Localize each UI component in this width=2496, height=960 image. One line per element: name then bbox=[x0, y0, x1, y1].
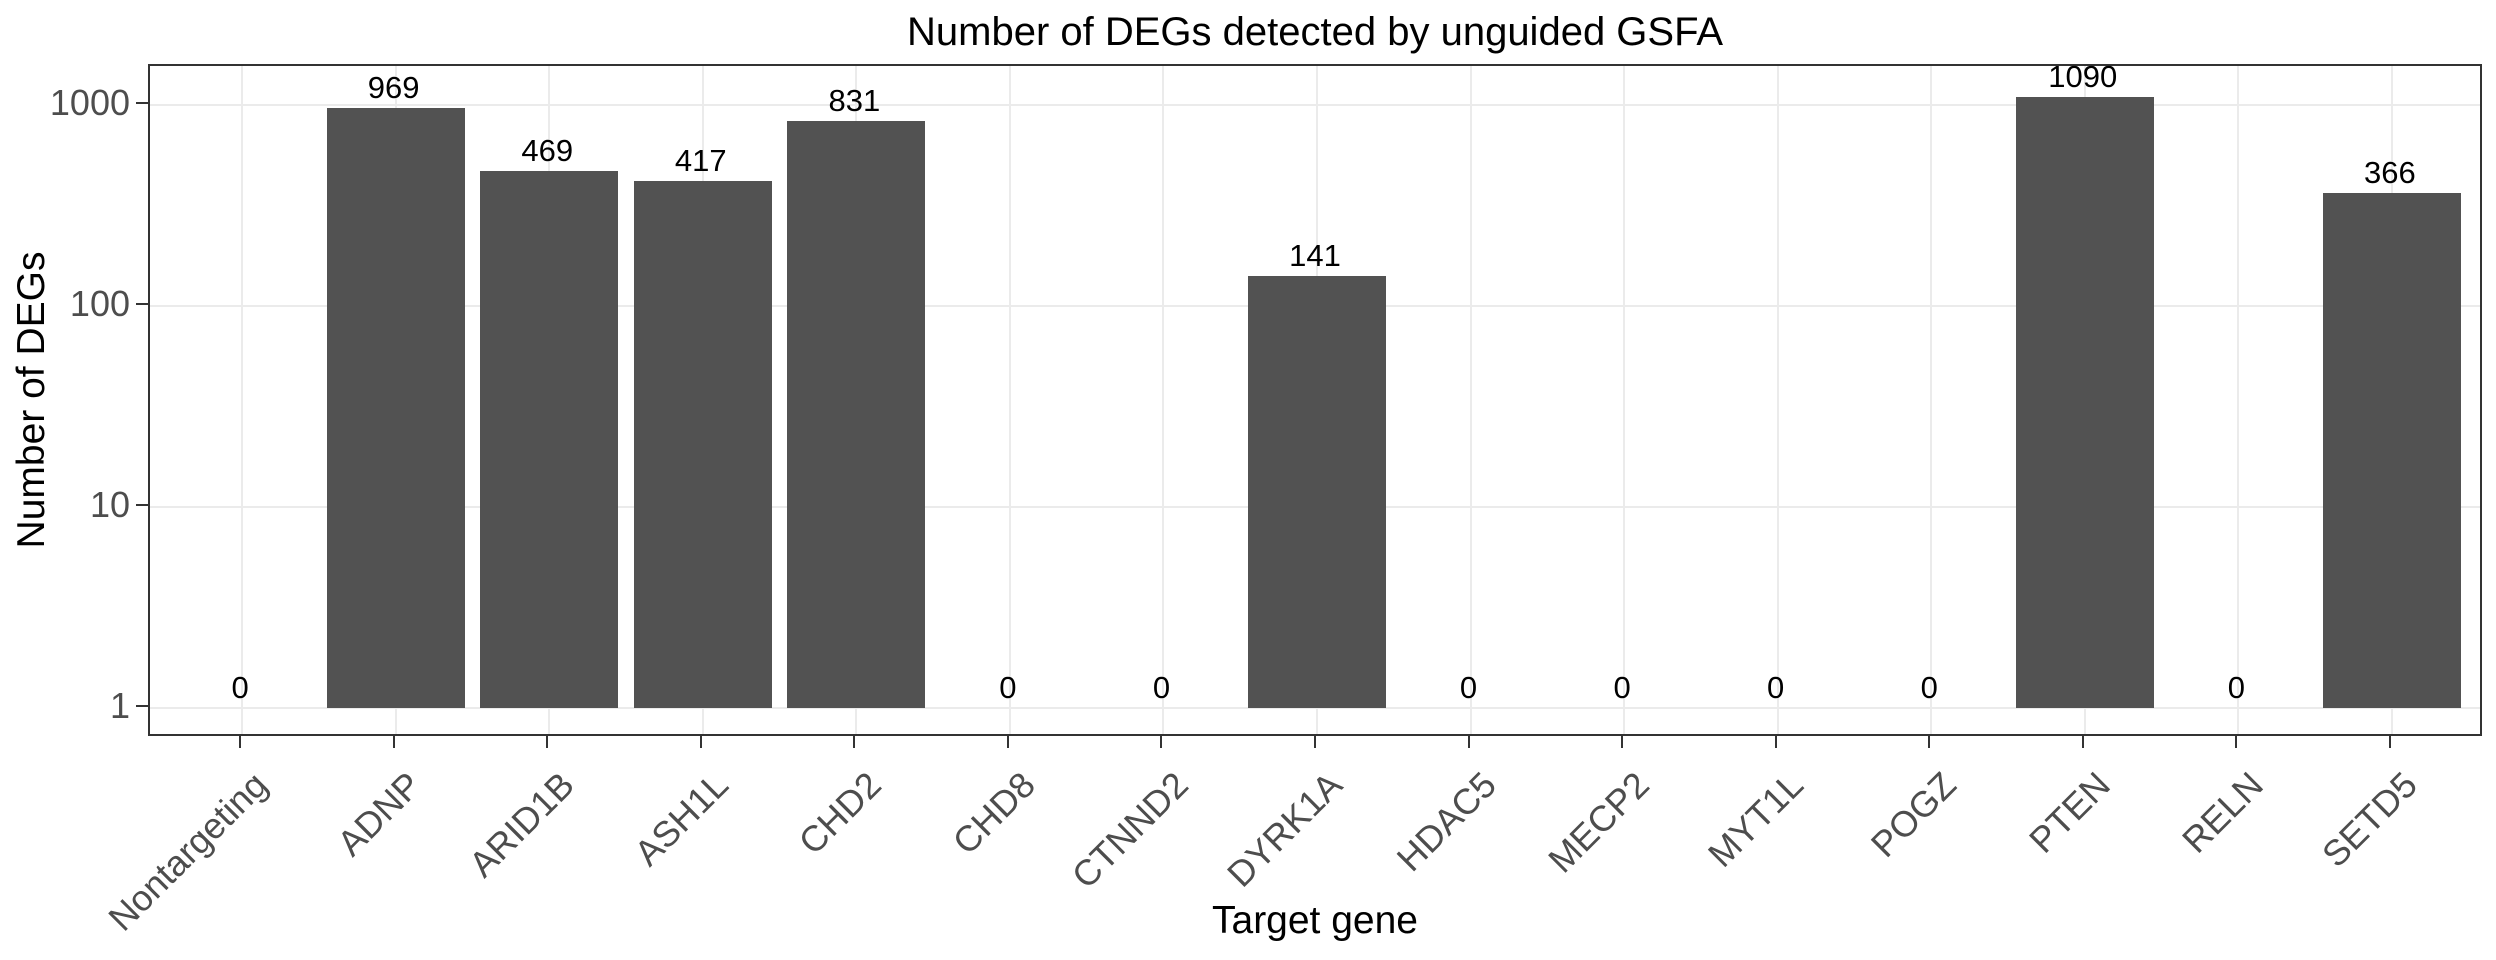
bar-ADNP bbox=[326, 107, 465, 708]
y-tick-label-1000: 1000 bbox=[49, 82, 130, 123]
x-tick-mark-ARID1B bbox=[546, 736, 549, 748]
grid-hline-1 bbox=[150, 707, 2480, 709]
x-tick-label-CTNND2: CTNND2 bbox=[1064, 763, 1197, 897]
y-tick-label-10: 10 bbox=[89, 484, 130, 525]
plot-panel bbox=[148, 64, 2482, 736]
x-tick-label-ASH1L: ASH1L bbox=[626, 763, 736, 874]
y-tick-mark-100 bbox=[136, 303, 148, 305]
x-tick-mark-MYT1L bbox=[1774, 736, 1777, 748]
grid-vline-Nontargeting bbox=[241, 66, 244, 734]
bar-value-label-CHD2: 831 bbox=[828, 83, 881, 119]
bar-value-label-MECP2: 0 bbox=[1613, 670, 1631, 705]
bar-value-label-PTEN: 1090 bbox=[2048, 59, 2118, 95]
x-tick-label-CHD8: CHD8 bbox=[944, 763, 1043, 863]
x-tick-label-MECP2: MECP2 bbox=[1540, 763, 1657, 881]
grid-vline-CHD8 bbox=[1008, 66, 1011, 734]
y-tick-mark-1 bbox=[136, 705, 148, 707]
y-tick-mark-10 bbox=[136, 504, 148, 506]
x-tick-label-MYT1L: MYT1L bbox=[1699, 763, 1811, 875]
x-tick-label-SETD5: SETD5 bbox=[2313, 763, 2425, 875]
grid-vline-RELN bbox=[2237, 66, 2240, 734]
x-tick-mark-MECP2 bbox=[1621, 736, 1624, 748]
y-axis-title: Number of DEGs bbox=[10, 251, 53, 549]
bar-CHD2 bbox=[787, 121, 926, 708]
x-tick-label-RELN: RELN bbox=[2174, 763, 2272, 861]
x-tick-label-CHD2: CHD2 bbox=[790, 763, 890, 863]
x-tick-mark-CTNND2 bbox=[1160, 736, 1163, 748]
bar-value-label-MYT1L: 0 bbox=[1767, 670, 1785, 705]
grid-vline-MECP2 bbox=[1623, 66, 1626, 734]
bar-value-label-HDAC5: 0 bbox=[1459, 670, 1478, 705]
bar-ARID1B bbox=[480, 171, 619, 708]
x-tick-label-ADNP: ADNP bbox=[328, 763, 429, 864]
grid-vline-POGZ bbox=[1930, 66, 1933, 734]
grid-vline-MYT1L bbox=[1776, 66, 1779, 734]
x-tick-label-PTEN: PTEN bbox=[2020, 763, 2118, 861]
x-tick-label-ARID1B: ARID1B bbox=[461, 763, 583, 885]
x-tick-mark-DYRK1A bbox=[1314, 736, 1316, 748]
bar-value-label-SETD5: 366 bbox=[2363, 154, 2416, 190]
y-tick-label-100: 100 bbox=[69, 283, 130, 324]
x-tick-mark-ADNP bbox=[392, 736, 395, 748]
y-tick-mark-1000 bbox=[136, 102, 148, 104]
x-tick-label-POGZ: POGZ bbox=[1862, 763, 1965, 866]
plot-title: Number of DEGs detected by unguided GSFA bbox=[907, 10, 1723, 54]
bar-SETD5 bbox=[2322, 192, 2461, 708]
grid-vline-HDAC5 bbox=[1469, 66, 1472, 734]
x-tick-label-DYRK1A: DYRK1A bbox=[1219, 763, 1350, 895]
bar-PTEN bbox=[2015, 97, 2154, 708]
y-tick-label-1: 1 bbox=[109, 685, 130, 726]
grid-hline-1000 bbox=[150, 104, 2480, 106]
bar-value-label-RELN: 0 bbox=[2227, 670, 2245, 705]
x-tick-mark-CHD2 bbox=[853, 736, 856, 748]
bar-ASH1L bbox=[633, 181, 772, 708]
bar-value-label-ARID1B: 469 bbox=[521, 133, 574, 169]
bar-value-label-Nontargeting: 0 bbox=[231, 670, 249, 705]
x-tick-mark-ASH1L bbox=[699, 736, 702, 748]
x-tick-mark-PTEN bbox=[2081, 736, 2084, 748]
bar-value-label-CTNND2: 0 bbox=[1152, 670, 1171, 705]
x-tick-mark-CHD8 bbox=[1006, 736, 1009, 748]
bar-DYRK1A bbox=[1247, 276, 1387, 708]
x-tick-mark-Nontargeting bbox=[239, 736, 242, 748]
bar-value-label-ADNP: 969 bbox=[367, 69, 420, 105]
x-tick-mark-POGZ bbox=[1928, 736, 1931, 748]
bar-value-label-CHD8: 0 bbox=[999, 670, 1017, 705]
x-tick-label-HDAC5: HDAC5 bbox=[1388, 763, 1504, 880]
bar-value-label-POGZ: 0 bbox=[1920, 670, 1938, 705]
bar-value-label-ASH1L: 417 bbox=[674, 143, 727, 179]
x-tick-mark-SETD5 bbox=[2388, 736, 2391, 748]
x-axis-title: Target gene bbox=[1212, 899, 1418, 942]
bar-value-label-DYRK1A: 141 bbox=[1289, 238, 1341, 273]
grid-vline-CTNND2 bbox=[1162, 66, 1165, 734]
x-tick-mark-HDAC5 bbox=[1467, 736, 1470, 748]
x-tick-mark-RELN bbox=[2235, 736, 2238, 748]
